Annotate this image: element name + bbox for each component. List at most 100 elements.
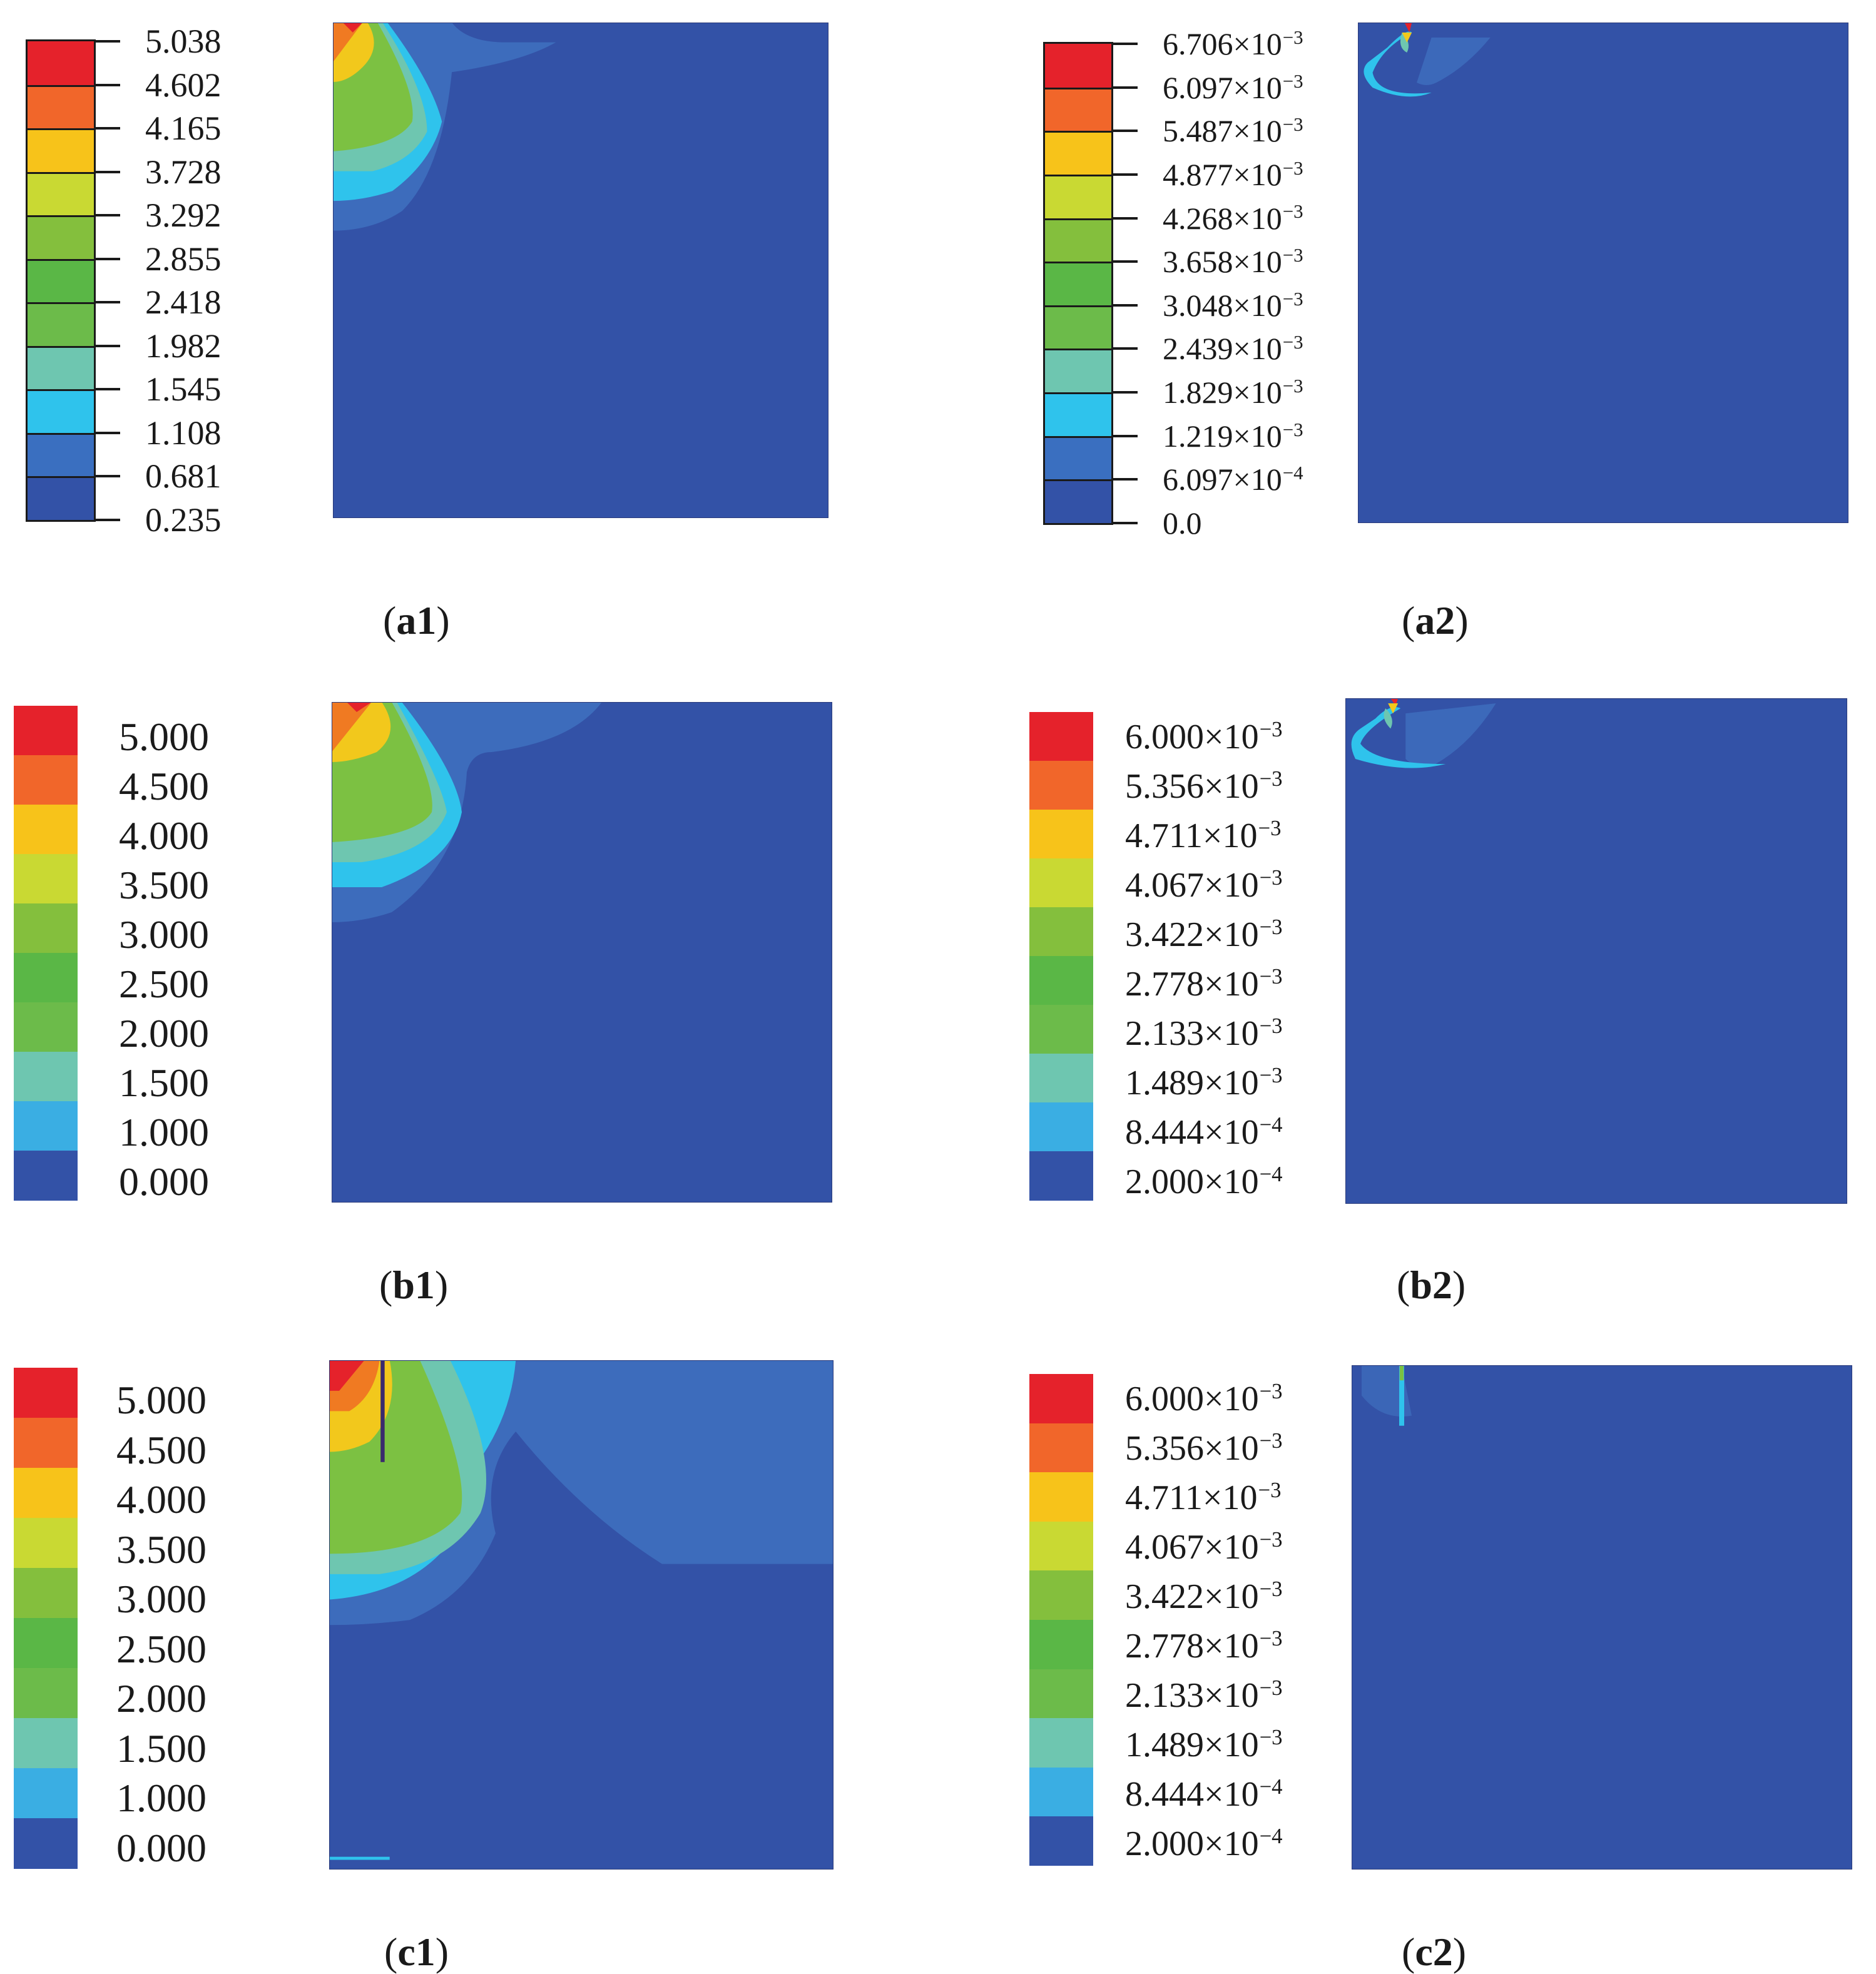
colorbar-swatch xyxy=(14,805,78,855)
legend-label: 6.706×10−3 xyxy=(1163,26,1303,61)
legend-label: 5.000 xyxy=(116,1378,206,1422)
colorbar-swatch xyxy=(14,1151,78,1201)
colorbar-swatch xyxy=(28,476,94,521)
colorbar-swatch xyxy=(14,1818,78,1869)
legend-label: 6.000×10−3 xyxy=(1125,716,1283,756)
legend-label: 8.444×10−4 xyxy=(1125,1112,1283,1152)
colorbar-swatch xyxy=(1029,1718,1093,1768)
colorbar-swatch xyxy=(1045,87,1111,131)
panel-caption-a1: (a1) xyxy=(383,598,450,643)
legend-label: 1.500 xyxy=(116,1726,206,1771)
legend-label: 3.500 xyxy=(119,863,209,907)
legend-tick xyxy=(94,40,120,43)
colorbar-swatch xyxy=(1029,1816,1093,1866)
legend-label: 1.500 xyxy=(119,1061,209,1105)
colorbar-b2 xyxy=(1029,712,1093,1201)
legend-tick xyxy=(94,519,120,521)
legend-label: 2.855 xyxy=(145,240,222,278)
colorbar-c1 xyxy=(14,1368,78,1869)
legend-label: 4.067×10−3 xyxy=(1125,865,1283,905)
legend-tick xyxy=(1111,347,1138,350)
legend-label: 2.000×10−4 xyxy=(1125,1161,1283,1201)
colorbar-swatch xyxy=(1029,1102,1093,1152)
colorbar-swatch xyxy=(14,1668,78,1719)
colorbar-swatch xyxy=(28,215,94,260)
legend-label: 4.711×10−3 xyxy=(1125,815,1282,855)
contour-plot-c1 xyxy=(329,1360,833,1870)
legend-label: 3.658×10−3 xyxy=(1163,244,1303,280)
legend-tick xyxy=(94,475,120,478)
colorbar-swatch xyxy=(1029,1151,1093,1201)
legend-label: 2.778×10−3 xyxy=(1125,964,1283,1004)
legend-label: 3.292 xyxy=(145,196,222,235)
legend-label: 4.000 xyxy=(119,813,209,858)
legend-label: 6.000×10−3 xyxy=(1125,1378,1283,1418)
legend-label: 3.500 xyxy=(116,1527,206,1572)
legend-label: 5.356×10−3 xyxy=(1125,766,1283,806)
colorbar-a2 xyxy=(1043,42,1113,525)
legend-label: 1.489×10−3 xyxy=(1125,1062,1283,1102)
legend-tick xyxy=(1111,86,1138,89)
legend-tick xyxy=(1111,303,1138,307)
colorbar-swatch xyxy=(28,258,94,303)
legend-tick xyxy=(94,127,120,130)
legend-tick xyxy=(1111,43,1138,45)
colorbar-swatch xyxy=(14,1368,78,1418)
colorbar-swatch xyxy=(1029,1005,1093,1054)
legend-label: 1.829×10−3 xyxy=(1163,375,1303,410)
legend-label: 8.444×10−4 xyxy=(1125,1774,1283,1814)
legend-label: 3.728 xyxy=(145,153,222,191)
legend-label: 3.422×10−3 xyxy=(1125,914,1283,954)
legend-tick xyxy=(94,388,120,391)
colorbar-b1 xyxy=(14,706,78,1201)
colorbar-swatch xyxy=(1029,1570,1093,1620)
legend-label: 1.000 xyxy=(119,1110,209,1154)
colorbar-swatch xyxy=(1029,1472,1093,1522)
colorbar-swatch xyxy=(1029,1054,1093,1103)
contour-plot-a2 xyxy=(1358,23,1848,523)
legend-label: 4.067×10−3 xyxy=(1125,1527,1283,1567)
legend-label: 3.048×10−3 xyxy=(1163,287,1303,323)
colorbar-swatch xyxy=(14,1468,78,1519)
colorbar-swatch xyxy=(14,1618,78,1669)
legend-tick xyxy=(94,344,120,347)
colorbar-swatch xyxy=(1045,174,1111,219)
legend-label: 2.439×10−3 xyxy=(1163,331,1303,367)
legend-tick xyxy=(1111,391,1138,394)
colorbar-swatch xyxy=(1045,218,1111,262)
legend-tick xyxy=(94,301,120,304)
colorbar-swatch xyxy=(1029,1423,1093,1473)
legend-tick xyxy=(94,214,120,217)
legend-label: 3.000 xyxy=(116,1577,206,1621)
legend-label: 1.000 xyxy=(116,1776,206,1820)
legend-label: 0.000 xyxy=(119,1159,209,1204)
colorbar-swatch xyxy=(14,903,78,954)
colorbar-swatch xyxy=(1045,305,1111,349)
legend-label: 2.133×10−3 xyxy=(1125,1013,1283,1053)
colorbar-a1 xyxy=(26,39,96,522)
legend-tick xyxy=(94,170,120,173)
legend-label: 5.038 xyxy=(145,23,222,60)
legend-label: 2.000 xyxy=(116,1676,206,1721)
legend-label: 2.000 xyxy=(119,1011,209,1056)
legend-label: 1.489×10−3 xyxy=(1125,1724,1283,1764)
contour-plot-b2 xyxy=(1345,698,1847,1204)
colorbar-swatch xyxy=(1029,712,1093,761)
colorbar-swatch xyxy=(14,854,78,904)
legend-label: 0.000 xyxy=(116,1825,206,1870)
legend-label: 1.219×10−3 xyxy=(1163,418,1303,454)
legend-label: 4.000 xyxy=(116,1477,206,1522)
colorbar-swatch xyxy=(14,1101,78,1151)
legend-tick xyxy=(1111,522,1138,524)
contour-plot-b1 xyxy=(332,702,832,1203)
colorbar-swatch xyxy=(1045,392,1111,437)
legend-label: 2.000×10−4 xyxy=(1125,1823,1283,1863)
colorbar-swatch xyxy=(28,432,94,477)
colorbar-swatch xyxy=(1029,1374,1093,1424)
colorbar-swatch xyxy=(1045,262,1111,306)
legend-label: 4.711×10−3 xyxy=(1125,1477,1282,1517)
colorbar-swatch xyxy=(28,345,94,390)
legend-label: 2.500 xyxy=(116,1626,206,1671)
colorbar-swatch xyxy=(1029,858,1093,908)
colorbar-swatch xyxy=(14,706,78,756)
